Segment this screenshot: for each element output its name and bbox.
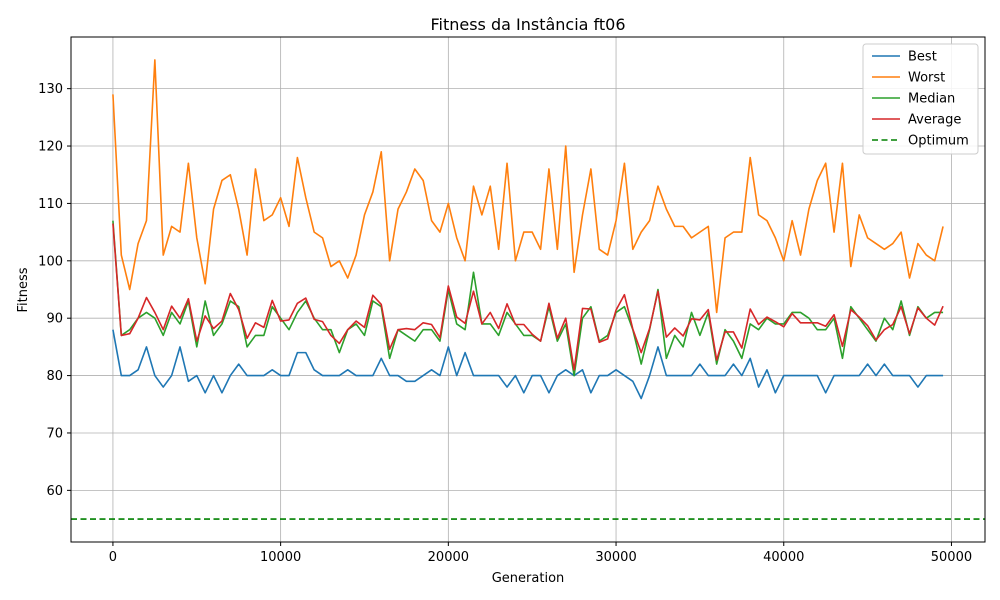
y-tick-label: 110 <box>38 197 63 212</box>
series-line-best <box>112 329 944 400</box>
legend-box <box>862 43 979 155</box>
legend-entry-median: Median <box>908 92 955 107</box>
y-tick-label: 70 <box>46 426 63 441</box>
y-tick-label: 80 <box>46 369 63 384</box>
series-lines <box>71 59 985 520</box>
x-tick-label: 0 <box>109 550 117 565</box>
plot-area-frame <box>70 36 986 543</box>
x-axis-ticks: 0 10000 20000 30000 40000 50000 <box>109 542 972 565</box>
y-axis-ticks: 60 70 80 90 100 110 120 130 <box>38 82 71 499</box>
chart-title: Fitness da Instância ft06 <box>430 15 625 34</box>
x-tick-label: 40000 <box>763 550 804 565</box>
y-tick-label: 120 <box>38 140 63 155</box>
legend-entry-best: Best <box>908 50 937 65</box>
series-line-average <box>112 223 944 371</box>
y-tick-label: 100 <box>38 254 63 269</box>
legend-entry-optimum: Optimum <box>908 134 969 149</box>
legend: Best Worst Median Average Optimum <box>862 43 979 155</box>
x-tick-label: 30000 <box>595 550 636 565</box>
y-tick-label: 60 <box>46 484 63 499</box>
y-axis-label: Fitness <box>16 267 31 312</box>
y-tick-label: 130 <box>38 82 63 97</box>
x-axis-label: Generation <box>492 571 565 586</box>
y-tick-label: 90 <box>46 312 63 327</box>
x-tick-label: 10000 <box>260 550 301 565</box>
x-tick-label: 20000 <box>428 550 469 565</box>
legend-entry-worst: Worst <box>908 71 945 86</box>
legend-entry-average: Average <box>908 113 961 128</box>
series-line-median <box>112 220 944 377</box>
series-line-worst <box>112 59 944 314</box>
x-tick-label: 50000 <box>931 550 972 565</box>
